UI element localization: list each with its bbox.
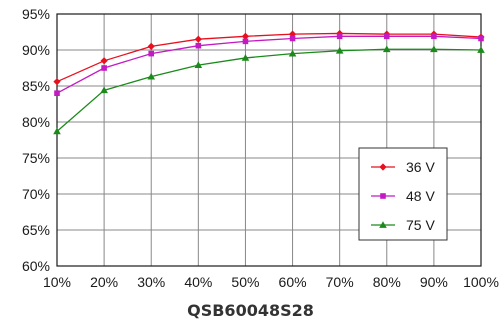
data-point: [241, 32, 250, 40]
x-tick-label: 20%: [90, 274, 118, 290]
x-tick-label: 50%: [231, 274, 259, 290]
chart-title: QSB60048S28: [187, 301, 314, 320]
data-point: [289, 35, 296, 42]
data-point: [147, 42, 155, 50]
legend-entry: 36 V: [371, 159, 435, 175]
x-tick-label: 60%: [279, 274, 307, 290]
legend-label: 48 V: [406, 188, 435, 204]
y-tick-label: 90%: [22, 42, 50, 58]
series-line: [56, 35, 482, 94]
y-tick-label: 80%: [22, 114, 50, 130]
legend-marker: [379, 163, 387, 171]
legend-marker: [379, 221, 387, 228]
data-point: [431, 33, 437, 40]
data-point: [194, 35, 202, 43]
legend-entry: 75 V: [371, 217, 435, 233]
series-48v: [54, 33, 484, 96]
x-tick-label: 80%: [373, 274, 401, 290]
x-tick-label: 10%: [43, 274, 71, 290]
y-tick-label: 95%: [22, 6, 50, 22]
legend: 36 V 48 V 75 V: [358, 147, 448, 241]
data-point: [100, 86, 108, 94]
x-tick-label: 90%: [420, 274, 448, 290]
data-point: [242, 38, 249, 45]
data-point: [336, 29, 344, 38]
data-point: [101, 65, 107, 71]
y-tick-label: 70%: [22, 186, 50, 202]
data-point: [477, 46, 485, 53]
legend-marker: [380, 193, 386, 199]
legend-label: 75 V: [406, 217, 435, 233]
x-tick-labels: 10% 20% 30% 40% 50% 60% 70% 80% 90% 100%: [43, 274, 499, 290]
data-point: [335, 46, 344, 54]
data-point: [54, 90, 60, 96]
data-point: [288, 49, 297, 57]
data-point: [194, 61, 203, 68]
data-point: [478, 35, 484, 42]
series-lines: [53, 29, 485, 135]
y-tick-label: 85%: [22, 78, 50, 94]
y-tick-labels: 60% 65% 70% 75% 80% 85% 90% 95%: [22, 6, 50, 274]
legend-entry: 48 V: [371, 188, 435, 204]
x-tick-label: 30%: [137, 274, 165, 290]
y-tick-label: 65%: [22, 222, 50, 238]
plot-border: [56, 13, 482, 267]
axes: [56, 13, 482, 267]
data-point: [147, 72, 156, 80]
data-point: [53, 78, 61, 86]
series-36v: [53, 29, 485, 86]
x-tick-label: 70%: [326, 274, 354, 290]
series-line: [56, 48, 482, 132]
data-point: [383, 33, 390, 40]
data-point: [195, 42, 202, 49]
y-tick-label: 75%: [22, 150, 50, 166]
data-point: [336, 33, 343, 40]
data-point: [241, 54, 250, 61]
series-line: [56, 32, 482, 83]
x-tick-label: 40%: [184, 274, 212, 290]
data-point: [430, 45, 438, 53]
data-point: [148, 50, 155, 57]
series-75v: [53, 45, 485, 135]
data-point: [382, 45, 391, 53]
x-tick-label: 100%: [463, 274, 499, 290]
legend-label: 36 V: [406, 159, 435, 175]
data-point: [100, 57, 108, 65]
y-tick-label: 60%: [22, 258, 50, 274]
data-point: [53, 127, 61, 135]
